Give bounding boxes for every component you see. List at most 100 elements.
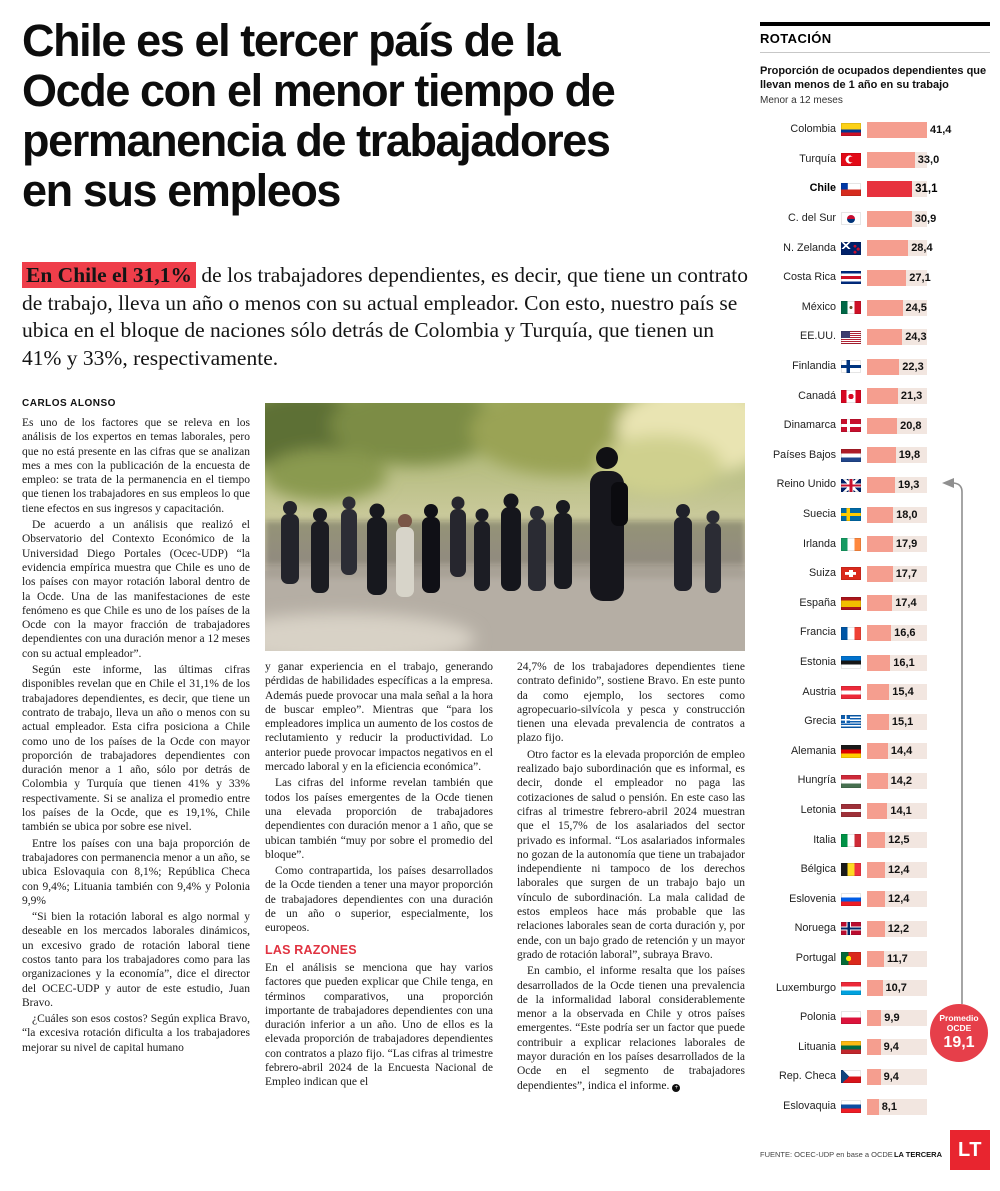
headline: Chile es el tercer país de la Ocde con el… xyxy=(22,16,722,216)
lead-paragraph: En Chile el 31,1% de los trabajadores de… xyxy=(22,262,752,373)
text-line: De acuerdo a un análisis que realizó el … xyxy=(22,519,250,660)
flag-lituania-icon xyxy=(841,1040,861,1054)
bar-track: 24,5 xyxy=(867,299,927,316)
text-line: Las cifras del informe revelan también q… xyxy=(265,777,493,861)
text-line: y ganar experiencia en el trabajo, gener… xyxy=(265,661,493,774)
country-label: Colombia xyxy=(790,123,836,136)
bar xyxy=(867,1009,882,1026)
chart-row: Italia 12,5 xyxy=(760,825,990,855)
value-label: 22,3 xyxy=(902,360,924,373)
flag-canada-icon xyxy=(841,389,861,403)
bar-track: 9,9 xyxy=(867,1009,927,1026)
text-line: Según este informe, las últimas cifras d… xyxy=(22,664,250,834)
value-label: 10,7 xyxy=(885,982,907,995)
bar-track: 19,3 xyxy=(867,477,927,494)
country-label: Grecia xyxy=(804,715,836,728)
bar-track: 15,4 xyxy=(867,684,927,701)
country-label: Polonia xyxy=(799,1011,836,1024)
bar xyxy=(867,625,892,642)
chart-row: Finlandia 22,3 xyxy=(760,352,990,382)
country-label: Hungría xyxy=(797,774,836,787)
country-label: Luxemburgo xyxy=(775,981,836,994)
chart-rows: Colombia 41,4 Turquía 33,0 Chile 31,1 C. del S… xyxy=(760,115,990,1121)
chart-row: C. del Sur 30,9 xyxy=(760,204,990,234)
flag-hungria-icon xyxy=(841,774,861,788)
article-photo xyxy=(265,403,745,651)
bar-track: 27,1 xyxy=(867,269,931,286)
flag-italia-icon xyxy=(841,833,861,847)
text-line: Ocde con el menor tiempo de xyxy=(22,65,616,116)
text-line: En cambio, el informe resalta que los pa… xyxy=(517,965,745,1092)
value-label: 9,9 xyxy=(884,1011,900,1024)
bar xyxy=(867,536,893,553)
value-label: 28,4 xyxy=(911,242,933,255)
bar-track: 17,9 xyxy=(867,536,927,553)
country-label: Francia xyxy=(799,626,836,639)
bar xyxy=(867,684,890,701)
value-label: 20,8 xyxy=(900,419,922,432)
average-badge: Promedio OCDE 19,1 xyxy=(930,1004,988,1062)
text-line: Otro factor es la elevada proporción de … xyxy=(517,748,745,961)
value-label: 12,5 xyxy=(888,834,910,847)
bar xyxy=(867,358,900,375)
bar-track: 41,4 xyxy=(867,121,951,138)
flag-alemania-icon xyxy=(841,744,861,758)
bar xyxy=(867,802,888,819)
bar-track: 21,3 xyxy=(867,388,927,405)
bar-track: 14,4 xyxy=(867,743,927,760)
flag-portugal-icon xyxy=(841,952,861,966)
average-label: Promedio xyxy=(939,1013,979,1024)
bar-track: 12,2 xyxy=(867,920,927,937)
text-line: Entre los países con una baja proporción… xyxy=(22,837,250,907)
bar xyxy=(867,743,888,760)
bar xyxy=(867,713,889,730)
flag-mexico-icon xyxy=(841,301,861,315)
chart-row: Grecia 15,1 xyxy=(760,707,990,737)
chart-row: Letonia 14,1 xyxy=(760,796,990,826)
chart-row: N. Zelanda 28,4 xyxy=(760,234,990,264)
flag-paisesbajos-icon xyxy=(841,448,861,462)
bar-track: 28,4 xyxy=(867,240,933,257)
bar xyxy=(867,151,915,168)
chart-row: Portugal 11,7 xyxy=(760,944,990,974)
bar xyxy=(867,565,893,582)
bar-track: 14,1 xyxy=(867,802,927,819)
bar xyxy=(867,920,885,937)
chart-row: Rep. Checa 9,4 xyxy=(760,1062,990,1092)
chart-row: Países Bajos 19,8 xyxy=(760,441,990,471)
value-label: 15,4 xyxy=(892,686,914,699)
bar-track: 19,8 xyxy=(867,447,927,464)
bar xyxy=(867,388,898,405)
value-label: 16,1 xyxy=(893,656,915,669)
chart-row: Hungría 14,2 xyxy=(760,766,990,796)
value-label: 14,4 xyxy=(890,745,913,758)
chart-row: Canadá 21,3 xyxy=(760,382,990,412)
country-label: Irlanda xyxy=(802,537,836,550)
flag-irlanda-icon xyxy=(841,537,861,551)
chart-row: Austria 15,4 xyxy=(760,677,990,707)
country-label: C. del Sur xyxy=(787,212,836,225)
flag-chile-icon xyxy=(841,182,861,196)
chart-row: Irlanda 17,9 xyxy=(760,529,990,559)
country-label: Eslovenia xyxy=(789,892,836,905)
flag-belgica-icon xyxy=(841,863,861,877)
text-line: “Si bien la rotación laboral es algo nor… xyxy=(22,911,250,1009)
value-label: 12,2 xyxy=(887,922,910,935)
flag-costarica-icon xyxy=(841,271,861,285)
bar-track: 17,7 xyxy=(867,565,927,582)
bar xyxy=(867,417,898,434)
value-label: 30,9 xyxy=(914,212,937,225)
bar xyxy=(867,950,884,967)
article-column-2: y ganar experiencia en el trabajo, gener… xyxy=(265,660,493,1172)
country-label: Costa Rica xyxy=(783,271,836,284)
country-label: Letonia xyxy=(800,803,836,816)
flag-colombia-icon xyxy=(841,123,861,137)
bar-track: 18,0 xyxy=(867,506,927,523)
flag-finlandia-icon xyxy=(841,360,861,374)
value-label: 27,1 xyxy=(909,271,931,284)
bar xyxy=(867,329,903,346)
flag-turquia-icon xyxy=(841,153,861,167)
value-label: 14,1 xyxy=(890,804,912,817)
bar-track: 16,6 xyxy=(867,625,927,642)
